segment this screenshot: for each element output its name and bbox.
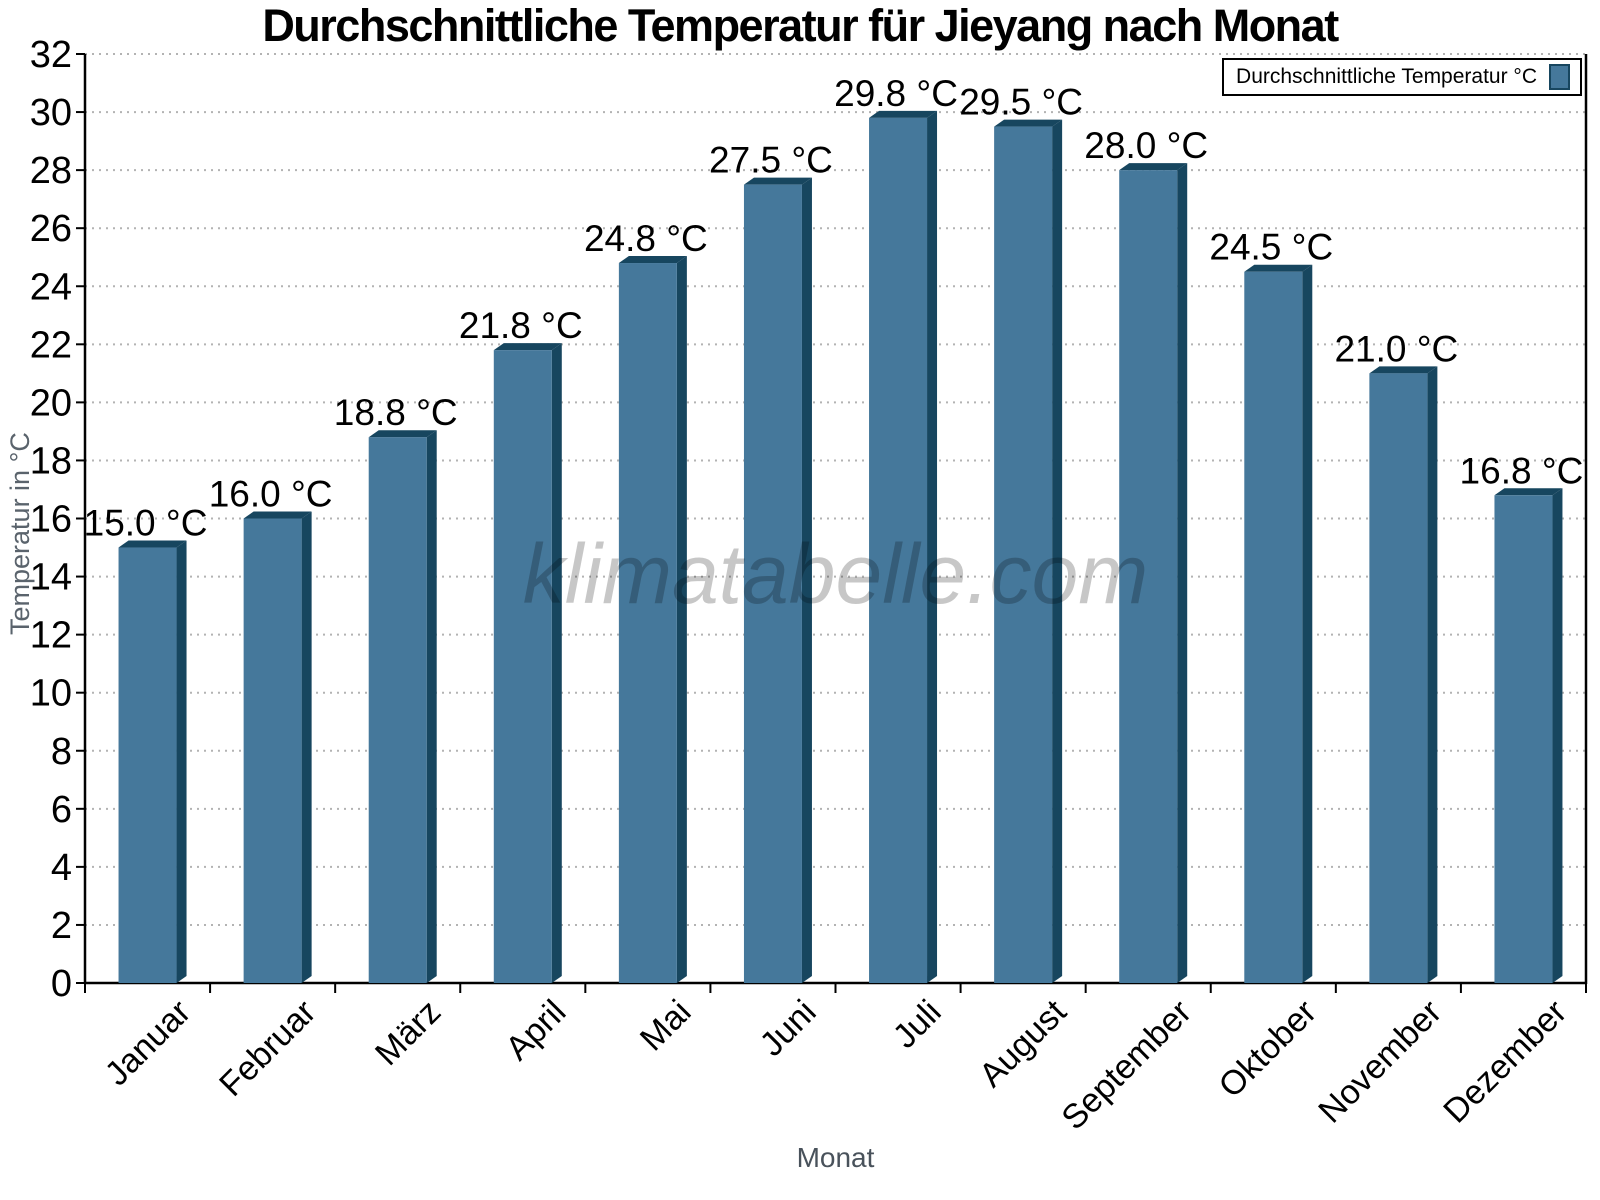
x-category-label: August bbox=[972, 992, 1074, 1094]
bar-side-face bbox=[1302, 264, 1313, 983]
chart-title: Durchschnittliche Temperatur für Jieyang… bbox=[262, 0, 1339, 51]
y-tick-label: 6 bbox=[51, 789, 72, 831]
bar-side-face bbox=[1427, 366, 1438, 983]
bar-top-face bbox=[869, 110, 938, 118]
x-category-label: November bbox=[1311, 993, 1449, 1131]
x-category-label: Mai bbox=[633, 993, 699, 1059]
bar-value-label: 16.8 °C bbox=[1460, 450, 1584, 491]
bar-side-face bbox=[176, 540, 187, 983]
y-tick-label: 24 bbox=[30, 266, 72, 308]
bar-value-label: 27.5 °C bbox=[709, 140, 833, 181]
bar bbox=[618, 263, 677, 983]
bar-side-face bbox=[551, 343, 562, 983]
bar bbox=[743, 184, 802, 983]
bar-top-face bbox=[994, 119, 1063, 127]
y-tick-label: 10 bbox=[30, 673, 72, 715]
bar-side-face bbox=[1052, 119, 1063, 983]
bar-top-face bbox=[743, 177, 812, 185]
bar-top-face bbox=[368, 430, 437, 438]
bar-top-face bbox=[1244, 264, 1313, 272]
y-tick-label: 20 bbox=[30, 382, 72, 424]
legend-label: Durchschnittliche Temperatur °C bbox=[1236, 65, 1537, 88]
bar-top-face bbox=[1119, 163, 1188, 171]
bar bbox=[994, 126, 1053, 983]
bar bbox=[118, 547, 177, 983]
bar-value-label: 21.8 °C bbox=[459, 305, 583, 346]
y-tick-label: 0 bbox=[51, 963, 72, 1005]
x-category-label: Oktober bbox=[1212, 993, 1324, 1105]
bar-side-face bbox=[426, 430, 437, 983]
legend: Durchschnittliche Temperatur °C bbox=[1222, 58, 1582, 96]
bar-value-label: 24.5 °C bbox=[1209, 227, 1333, 268]
x-category-label: Juni bbox=[753, 993, 824, 1064]
y-tick-label: 12 bbox=[30, 615, 72, 657]
x-category-label: Juli bbox=[886, 993, 949, 1056]
y-tick-label: 18 bbox=[30, 440, 72, 482]
x-category-label: Dezember bbox=[1436, 993, 1574, 1131]
y-tick-label: 26 bbox=[30, 208, 72, 250]
bar-top-face bbox=[493, 343, 562, 351]
bar-value-label: 15.0 °C bbox=[84, 503, 208, 544]
bar-side-face bbox=[676, 256, 687, 983]
bar-value-label: 28.0 °C bbox=[1084, 125, 1208, 166]
y-tick-label: 16 bbox=[30, 499, 72, 541]
bar-value-label: 24.8 °C bbox=[584, 218, 708, 259]
y-axis-title: Temperatur in °C bbox=[5, 432, 35, 635]
x-category-label: April bbox=[498, 993, 573, 1068]
bar-side-face bbox=[1177, 163, 1188, 983]
x-category-label: Februar bbox=[212, 993, 323, 1104]
y-tick-label: 28 bbox=[30, 150, 72, 192]
bar-side-face bbox=[1552, 488, 1563, 983]
bar-top-face bbox=[1494, 488, 1563, 496]
y-tick-label: 32 bbox=[30, 34, 72, 76]
bar bbox=[1244, 271, 1303, 983]
x-axis-title: Monat bbox=[796, 1142, 875, 1173]
y-tick-label: 8 bbox=[51, 731, 72, 773]
bar bbox=[869, 117, 928, 983]
bar-value-label: 29.8 °C bbox=[834, 73, 958, 114]
bar-side-face bbox=[801, 177, 812, 983]
bar bbox=[493, 350, 552, 983]
bar-value-label: 29.5 °C bbox=[959, 82, 1083, 123]
y-tick-label: 22 bbox=[30, 324, 72, 366]
bar-value-label: 21.0 °C bbox=[1334, 328, 1458, 369]
y-tick-label: 4 bbox=[51, 847, 72, 889]
bar bbox=[1369, 373, 1428, 983]
bar-top-face bbox=[243, 511, 312, 519]
x-category-label: September bbox=[1054, 993, 1198, 1137]
bar-top-face bbox=[1369, 366, 1438, 374]
bar-value-label: 18.8 °C bbox=[334, 392, 458, 433]
x-category-label: Januar bbox=[98, 993, 198, 1093]
y-tick-label: 14 bbox=[30, 557, 72, 599]
bar-side-face bbox=[927, 110, 938, 983]
bar-top-face bbox=[118, 540, 187, 548]
x-category-label: März bbox=[368, 993, 448, 1073]
bar bbox=[243, 518, 302, 983]
bar bbox=[1119, 170, 1178, 983]
bar bbox=[368, 437, 427, 983]
legend-swatch-icon bbox=[1549, 64, 1570, 90]
bar bbox=[1494, 495, 1553, 983]
y-tick-label: 2 bbox=[51, 905, 72, 947]
y-tick-label: 30 bbox=[30, 92, 72, 134]
bar-value-label: 16.0 °C bbox=[209, 474, 333, 515]
bar-side-face bbox=[301, 511, 312, 983]
bar-top-face bbox=[618, 256, 687, 264]
